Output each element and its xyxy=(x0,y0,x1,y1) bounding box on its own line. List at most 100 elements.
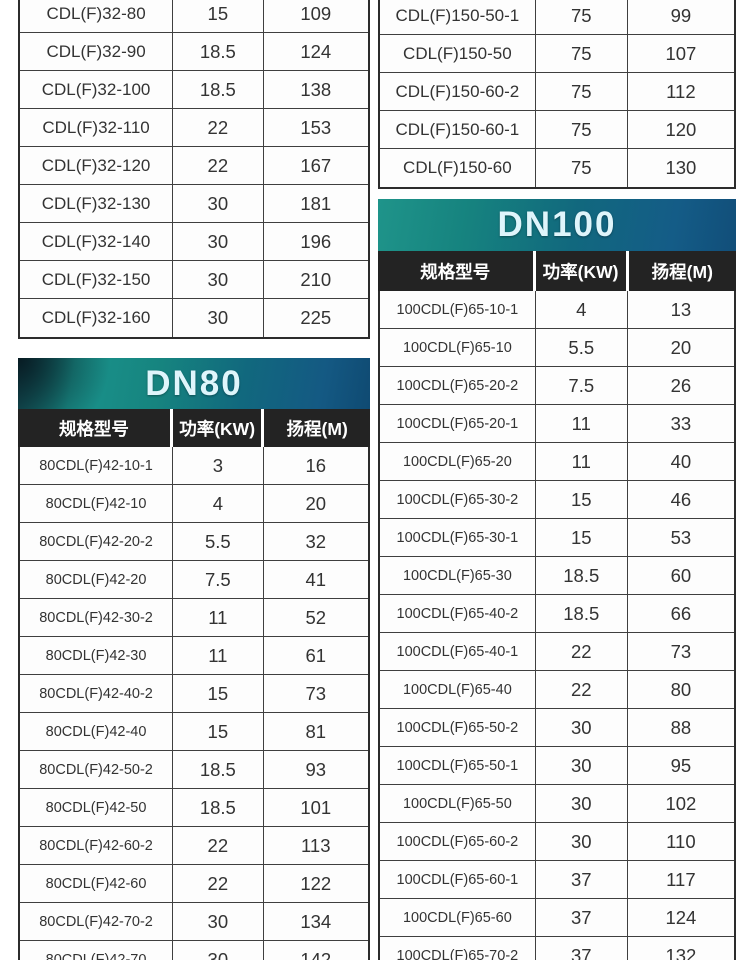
table-row: 80CDL(F)42-10 4 20 xyxy=(20,485,368,523)
model-cell: 100CDL(F)65-30-2 xyxy=(380,481,536,518)
head-cell: 88 xyxy=(670,716,692,738)
table-row: 100CDL(F)65-40 22 80 xyxy=(380,671,734,709)
table-row: CDL(F)32-150 30 210 xyxy=(20,261,368,299)
model-cell: CDL(F)32-150 xyxy=(20,261,174,298)
head-cell: 110 xyxy=(666,830,696,852)
power-cell: 11 xyxy=(536,405,628,442)
model-cell: 80CDL(F)42-50-2 xyxy=(20,751,174,788)
power-cell: 5.5 xyxy=(173,523,264,560)
head-cell: 33 xyxy=(670,412,692,434)
power-cell: 30 xyxy=(173,261,264,298)
head-cell: 124 xyxy=(300,40,332,62)
model-cell: 100CDL(F)65-50-1 xyxy=(380,747,536,784)
model-cell: 100CDL(F)65-20-2 xyxy=(380,367,536,404)
model-cell: 100CDL(F)65-50-2 xyxy=(380,709,536,746)
head-cell: 95 xyxy=(670,754,692,776)
model-cell: 80CDL(F)42-30-2 xyxy=(20,599,174,636)
power-cell: 22 xyxy=(173,147,264,184)
head-cell: 80 xyxy=(670,678,692,700)
table-row: CDL(F)32-120 22 167 xyxy=(20,147,368,185)
table-row: CDL(F)32-140 30 196 xyxy=(20,223,368,261)
cdl32-spec-table: CDL(F)32-80 15 109 CDL(F)32-90 18.5 124 CDL(F)… xyxy=(18,0,370,339)
table-row: CDL(F)150-60-2 75 112 xyxy=(380,73,734,111)
head-cell: 20 xyxy=(670,336,692,358)
model-cell: 100CDL(F)65-30 xyxy=(380,557,536,594)
table-row: 80CDL(F)42-20-2 5.5 32 xyxy=(20,523,368,561)
model-cell: 80CDL(F)42-60-2 xyxy=(20,827,174,864)
dn100-section: DN100 规格型号 功率(KW) 扬程(M) 100CDL(F)65-10-1… xyxy=(378,199,736,960)
power-cell: 11 xyxy=(173,599,264,636)
head-cell: 66 xyxy=(670,602,692,624)
head-cell: 138 xyxy=(300,78,332,100)
power-cell: 18.5 xyxy=(173,751,264,788)
table-row: 100CDL(F)65-30 18.5 60 xyxy=(380,557,734,595)
head-cell: 101 xyxy=(300,796,332,818)
head-cell: 46 xyxy=(670,488,692,510)
model-cell: 100CDL(F)65-10 xyxy=(380,329,536,366)
model-cell: 100CDL(F)65-60-2 xyxy=(380,823,536,860)
head-cell: 153 xyxy=(300,116,332,138)
power-cell: 30 xyxy=(173,185,264,222)
header-model: 规格型号 xyxy=(18,409,173,447)
model-cell: 80CDL(F)42-20-2 xyxy=(20,523,174,560)
model-cell: 100CDL(F)65-30-1 xyxy=(380,519,536,556)
head-cell: 167 xyxy=(300,154,332,176)
power-cell: 15 xyxy=(173,675,264,712)
table-row: 100CDL(F)65-30-2 15 46 xyxy=(380,481,734,519)
model-cell: CDL(F)32-140 xyxy=(20,223,174,260)
power-cell: 18.5 xyxy=(173,789,264,826)
table-row: CDL(F)150-50-1 75 99 xyxy=(380,0,734,35)
power-cell: 15 xyxy=(536,519,628,556)
dn100-table-header: 规格型号 功率(KW) 扬程(M) xyxy=(378,251,736,291)
head-cell: 93 xyxy=(305,758,327,780)
model-cell: 100CDL(F)65-20 xyxy=(380,443,536,480)
table-row: 100CDL(F)65-10-1 4 13 xyxy=(380,291,734,329)
head-cell: 132 xyxy=(665,945,697,960)
head-cell: 181 xyxy=(300,192,332,214)
model-cell: 80CDL(F)42-30 xyxy=(20,637,174,674)
model-cell: CDL(F)32-160 xyxy=(20,299,174,337)
table-row: CDL(F)32-90 18.5 124 xyxy=(20,33,368,71)
power-cell: 11 xyxy=(173,637,264,674)
model-cell: 100CDL(F)65-40-2 xyxy=(380,595,536,632)
power-cell: 22 xyxy=(536,633,628,670)
model-cell: CDL(F)150-50-1 xyxy=(380,0,536,34)
power-cell: 75 xyxy=(536,0,628,34)
head-cell: 32 xyxy=(305,530,327,552)
power-cell: 30 xyxy=(173,941,264,960)
table-row: 100CDL(F)65-60 37 124 xyxy=(380,899,734,937)
table-row: 80CDL(F)42-30 11 61 xyxy=(20,637,368,675)
table-row: 100CDL(F)65-40-1 22 73 xyxy=(380,633,734,671)
table-row: CDL(F)150-50 75 107 xyxy=(380,35,734,73)
model-cell: CDL(F)32-130 xyxy=(20,185,174,222)
dn80-table-header: 规格型号 功率(KW) 扬程(M) xyxy=(18,409,370,447)
head-cell: 102 xyxy=(665,792,697,814)
power-cell: 7.5 xyxy=(536,367,628,404)
model-cell: 100CDL(F)65-40-1 xyxy=(380,633,536,670)
table-row: 80CDL(F)42-10-1 3 16 xyxy=(20,447,368,485)
table-row: 100CDL(F)65-70-2 37 132 xyxy=(380,937,734,960)
model-cell: 100CDL(F)65-20-1 xyxy=(380,405,536,442)
power-cell: 37 xyxy=(536,937,628,960)
power-cell: 7.5 xyxy=(173,561,264,598)
model-cell: 80CDL(F)42-10-1 xyxy=(20,447,174,484)
head-cell: 81 xyxy=(305,720,327,742)
head-cell: 196 xyxy=(300,230,332,252)
power-cell: 4 xyxy=(173,485,264,522)
table-row: CDL(F)32-130 30 181 xyxy=(20,185,368,223)
power-cell: 37 xyxy=(536,899,628,936)
power-cell: 75 xyxy=(536,73,628,110)
dn100-spec-table: 100CDL(F)65-10-1 4 13 100CDL(F)65-10 5.5 20 10… xyxy=(378,291,736,960)
power-cell: 18.5 xyxy=(536,557,628,594)
table-row: 80CDL(F)42-50-2 18.5 93 xyxy=(20,751,368,789)
power-cell: 15 xyxy=(173,713,264,750)
table-row: 100CDL(F)65-20 11 40 xyxy=(380,443,734,481)
head-cell: 61 xyxy=(305,644,327,666)
power-cell: 15 xyxy=(536,481,628,518)
head-cell: 16 xyxy=(305,454,327,476)
head-cell: 113 xyxy=(301,834,331,856)
model-cell: CDL(F)150-60-1 xyxy=(380,111,536,148)
model-cell: 100CDL(F)65-60 xyxy=(380,899,536,936)
power-cell: 22 xyxy=(536,671,628,708)
model-cell: 100CDL(F)65-50 xyxy=(380,785,536,822)
